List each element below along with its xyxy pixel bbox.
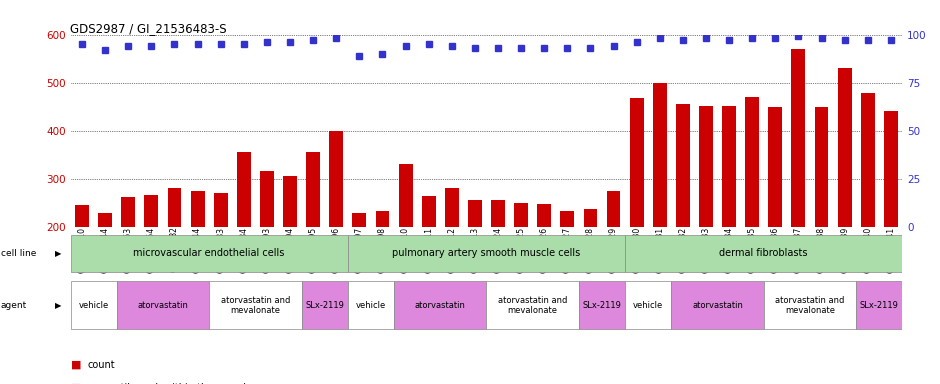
Bar <box>468 200 482 323</box>
Text: atorvastatin and
mevalonate: atorvastatin and mevalonate <box>776 296 845 315</box>
Bar <box>329 131 343 323</box>
Bar <box>213 193 227 323</box>
Bar <box>117 281 209 329</box>
Bar <box>745 97 760 323</box>
Bar <box>699 106 713 323</box>
Bar <box>260 171 274 323</box>
Bar <box>791 49 806 323</box>
Bar <box>671 281 763 329</box>
Bar <box>579 281 625 329</box>
Bar <box>838 68 852 323</box>
Text: atorvastatin and
mevalonate: atorvastatin and mevalonate <box>221 296 290 315</box>
Text: ■: ■ <box>70 383 81 384</box>
Bar <box>763 281 856 329</box>
Text: atorvastatin: atorvastatin <box>692 301 743 310</box>
Text: vehicle: vehicle <box>78 301 109 310</box>
Text: ■: ■ <box>70 360 81 370</box>
Bar <box>352 213 367 323</box>
Bar <box>722 106 736 323</box>
Bar <box>676 104 690 323</box>
Bar <box>75 205 89 323</box>
Bar <box>625 235 902 272</box>
Bar <box>167 188 181 323</box>
Text: atorvastatin and
mevalonate: atorvastatin and mevalonate <box>498 296 568 315</box>
Bar <box>514 203 528 323</box>
Bar <box>560 211 574 323</box>
Bar <box>625 281 671 329</box>
Bar <box>445 188 459 323</box>
Bar <box>98 213 112 323</box>
Bar <box>538 204 551 323</box>
Bar <box>394 281 487 329</box>
Text: cell line: cell line <box>1 249 37 258</box>
Bar <box>375 211 389 323</box>
Bar <box>70 281 117 329</box>
Bar <box>306 152 320 323</box>
Bar <box>422 196 435 323</box>
Text: SLx-2119: SLx-2119 <box>306 301 344 310</box>
Bar <box>884 111 898 323</box>
Text: ▶: ▶ <box>55 249 61 258</box>
Bar <box>237 152 251 323</box>
Bar <box>283 176 297 323</box>
Bar <box>491 200 505 323</box>
Text: pulmonary artery smooth muscle cells: pulmonary artery smooth muscle cells <box>392 248 581 258</box>
Bar <box>191 190 205 323</box>
Bar <box>348 281 394 329</box>
Bar <box>861 93 874 323</box>
Text: SLx-2119: SLx-2119 <box>583 301 621 310</box>
Text: count: count <box>87 360 115 370</box>
Text: SLx-2119: SLx-2119 <box>860 301 899 310</box>
Bar <box>399 164 413 323</box>
Text: microvascular endothelial cells: microvascular endothelial cells <box>133 248 285 258</box>
Bar <box>815 107 828 323</box>
Bar <box>121 197 135 323</box>
Text: ▶: ▶ <box>55 301 61 310</box>
Text: GDS2987 / GI_21536483-S: GDS2987 / GI_21536483-S <box>70 22 227 35</box>
Bar <box>584 209 597 323</box>
Text: agent: agent <box>1 301 27 310</box>
Text: vehicle: vehicle <box>633 301 664 310</box>
Text: atorvastatin: atorvastatin <box>415 301 465 310</box>
Bar <box>487 281 579 329</box>
Text: atorvastatin: atorvastatin <box>137 301 188 310</box>
Text: vehicle: vehicle <box>355 301 386 310</box>
Bar <box>652 83 666 323</box>
Bar <box>70 235 348 272</box>
Bar <box>302 281 348 329</box>
Bar <box>606 190 620 323</box>
Bar <box>768 107 782 323</box>
Bar <box>145 195 158 323</box>
Bar <box>348 235 625 272</box>
Bar <box>209 281 302 329</box>
Text: percentile rank within the sample: percentile rank within the sample <box>87 383 253 384</box>
Text: dermal fibroblasts: dermal fibroblasts <box>719 248 808 258</box>
Bar <box>630 98 644 323</box>
Bar <box>856 281 902 329</box>
